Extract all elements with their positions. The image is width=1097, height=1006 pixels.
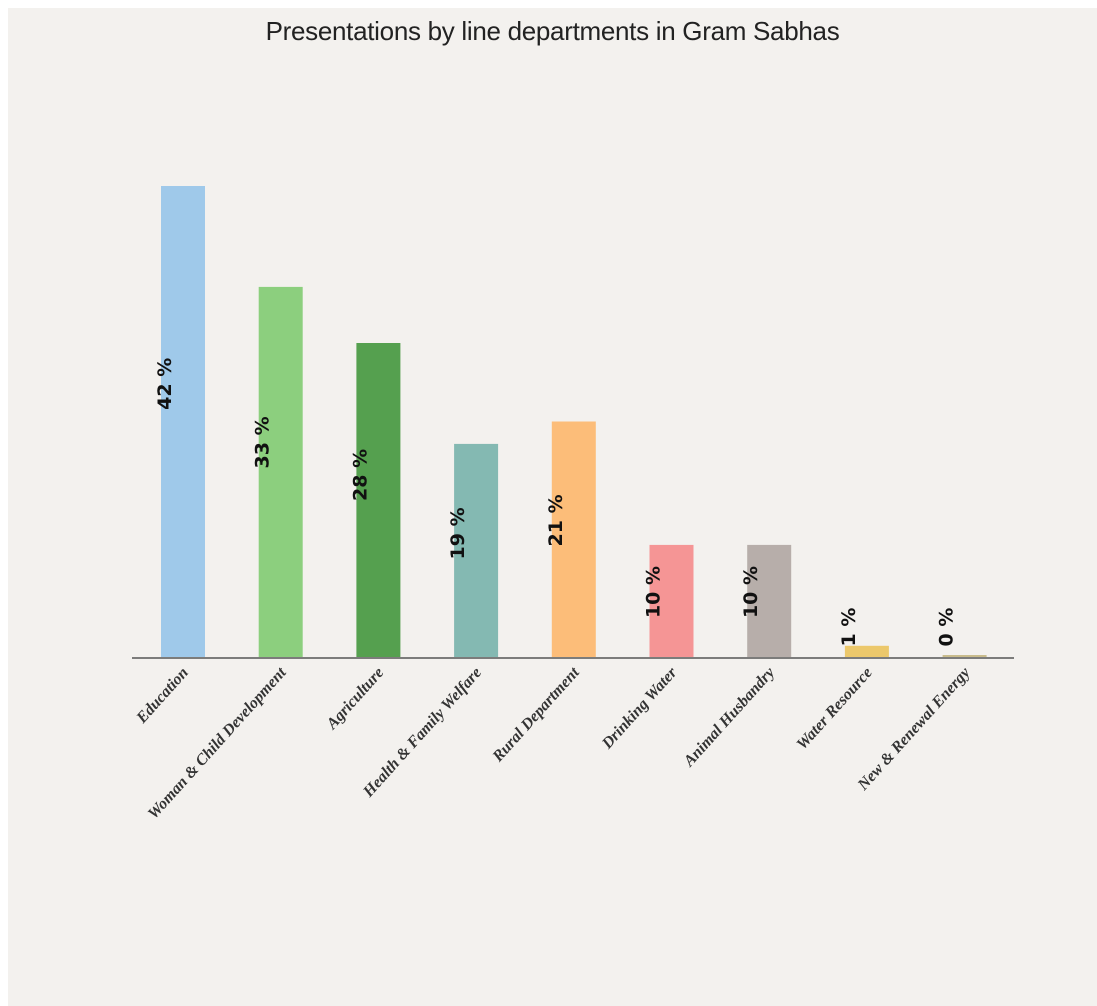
value-label-drinking-water: 10 % <box>643 566 665 618</box>
value-label-woman-and-child-development: 33 % <box>252 416 274 468</box>
x-tick-label-new-and-renewal-energy: New & Renewal Energy <box>854 664 974 795</box>
x-tick-label-rural-department: Rural Department <box>489 664 583 766</box>
bar-education <box>161 186 205 657</box>
bar-health-and-family-welfare <box>454 443 499 657</box>
x-tick-label-animal-husbandry: Animal Husbandry <box>680 664 779 771</box>
x-tick-label-drinking-water: Drinking Water <box>598 664 681 753</box>
bar-new-and-renewal-energy <box>942 655 987 657</box>
x-tick-label-water-resource: Water Resource <box>794 664 876 753</box>
bar-animal-husbandry <box>747 544 792 657</box>
x-tick-label-agriculture: Agriculture <box>323 664 387 733</box>
bars-group <box>161 186 987 657</box>
bar-woman-and-child-development <box>258 286 303 657</box>
chart-frame: Presentations by line departments in Gra… <box>8 8 1097 1006</box>
bar-rural-department <box>551 421 596 657</box>
value-label-education: 42 % <box>154 358 176 410</box>
value-label-rural-department: 21 % <box>545 494 567 546</box>
value-label-animal-husbandry: 10 % <box>740 566 762 618</box>
value-label-water-resource: 1 % <box>838 608 860 647</box>
bar-chart: 42 % 33 % 28 % 19 % 21 % 10 % 10 % 1 % 0 % Educa… <box>132 186 1014 823</box>
value-label-new-and-renewal-energy: 0 % <box>936 608 958 647</box>
bar-agriculture <box>356 343 401 657</box>
chart-title: Presentations by line departments in Gra… <box>265 16 840 46</box>
x-tick-label-education: Education <box>133 664 192 727</box>
bar-drinking-water <box>649 544 694 657</box>
value-label-agriculture: 28 % <box>349 449 371 501</box>
value-label-health-and-family-welfare: 19 % <box>447 507 469 559</box>
value-labels-group: 42 % 33 % 28 % 19 % 21 % 10 % 10 % 1 % 0 % <box>154 358 958 647</box>
bar-water-resource <box>844 645 889 657</box>
